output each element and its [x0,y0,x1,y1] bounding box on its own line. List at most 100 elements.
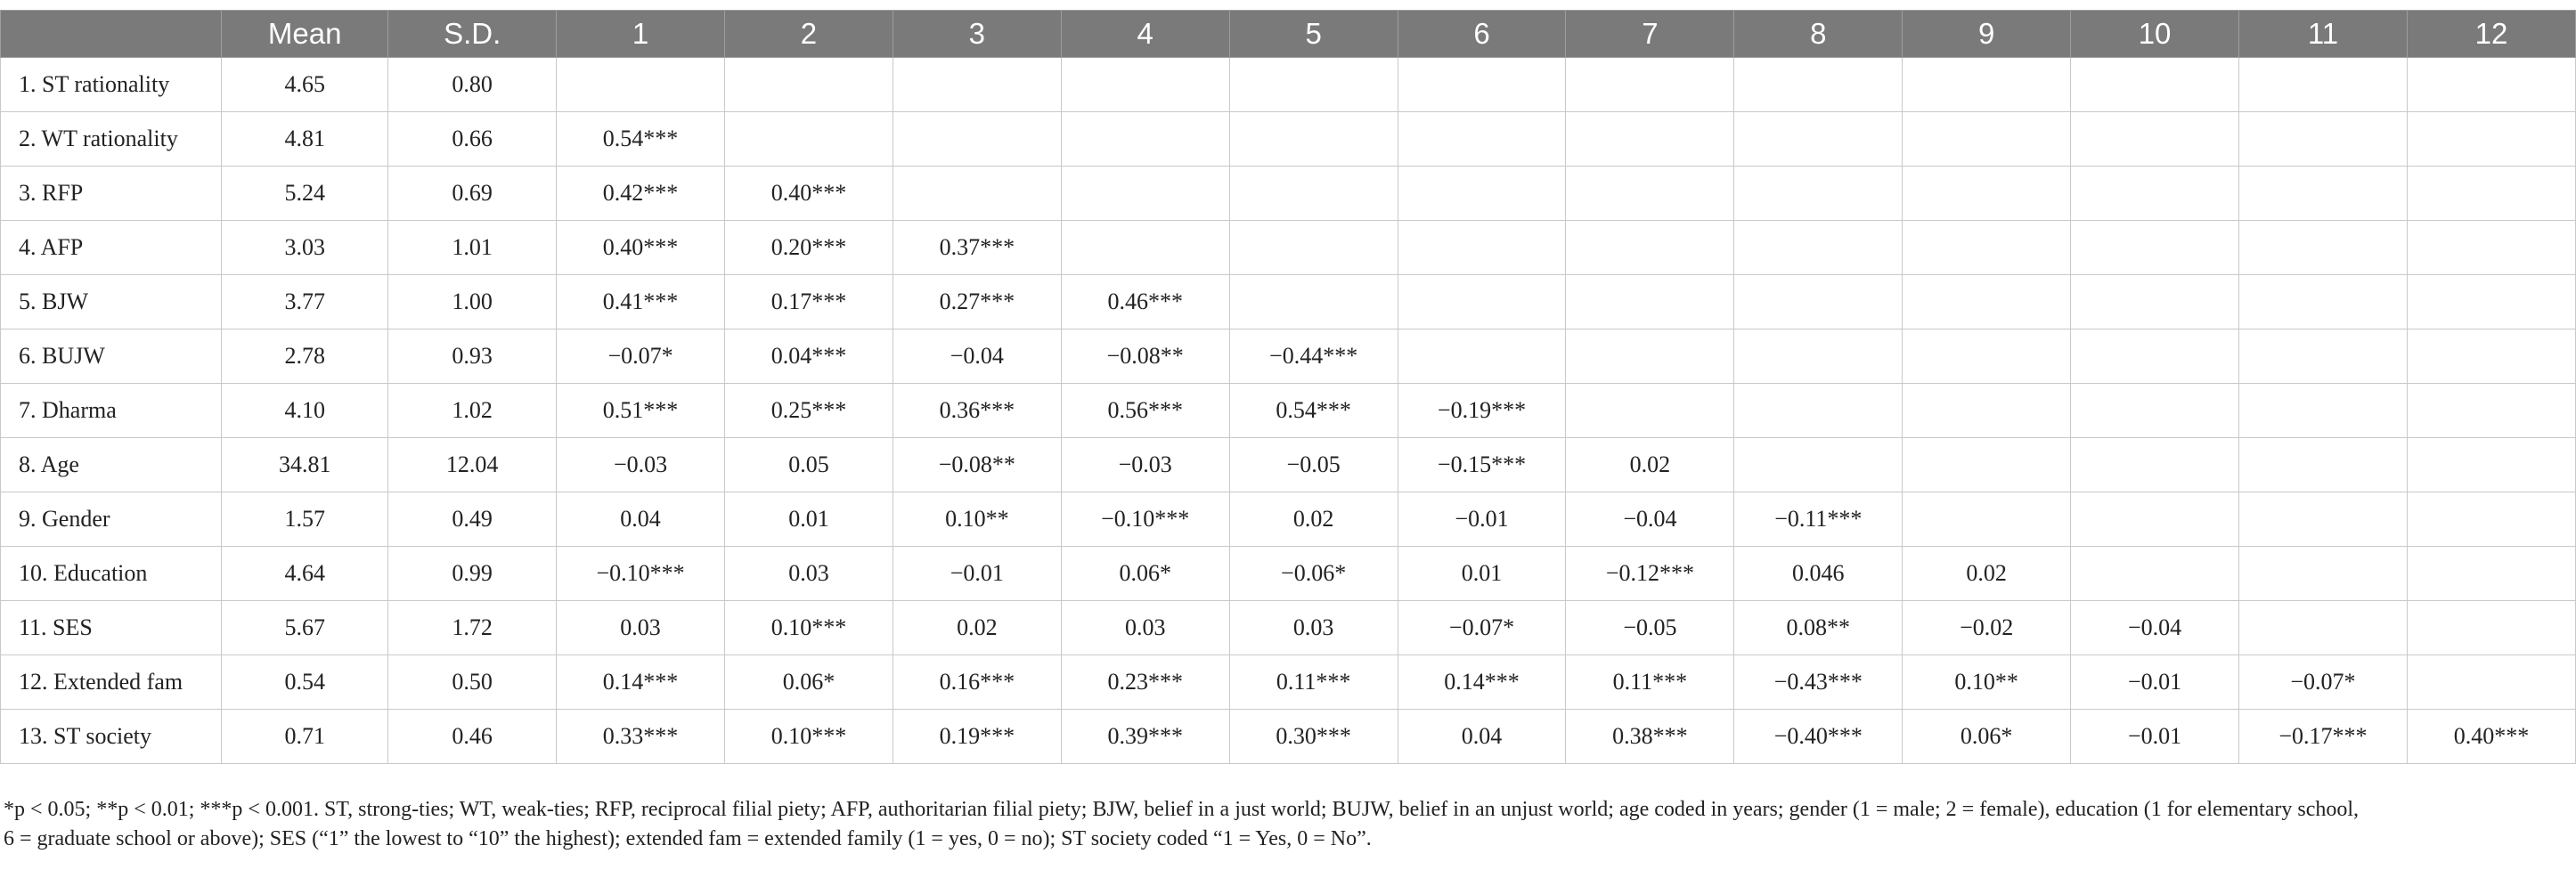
correlation-cell [2238,383,2408,438]
sd-cell: 0.66 [387,111,558,167]
correlation-cell [2406,274,2576,329]
correlation-cell [1733,166,1903,221]
table-body: 1. ST rationality 4.65 0.80 2. WT rationali… [0,57,2576,764]
correlation-cell [1565,329,1735,384]
correlation-cell [892,57,1062,112]
correlation-cell: −0.08** [1060,329,1230,384]
correlation-cell [1060,111,1230,167]
header-cell-variable [0,10,223,58]
sd-cell: 0.69 [387,166,558,221]
correlation-cell: −0.04 [2070,600,2240,655]
correlation-cell [1902,437,2072,492]
correlation-cell [1733,329,1903,384]
correlation-cell [2238,600,2408,655]
correlation-cell [1228,166,1398,221]
correlation-cell: −0.08** [892,437,1062,492]
header-cell-1: 1 [556,10,725,58]
correlation-cell: −0.04 [892,329,1062,384]
correlation-cell [2406,437,2576,492]
correlation-cell: 0.37*** [892,220,1062,275]
correlation-cell: 0.03 [1228,600,1398,655]
correlation-cell: 0.10*** [724,600,893,655]
table-row: 8. Age 34.81 12.04 −0.03 0.05 −0.08** −0.03 −0.… [0,437,2576,492]
correlation-cell [1397,57,1567,112]
correlation-cell: 0.23*** [1060,655,1230,710]
correlation-cell: −0.07* [556,329,725,384]
correlation-cell: 0.11*** [1565,655,1735,710]
sd-cell: 12.04 [387,437,558,492]
correlation-cell [2406,220,2576,275]
correlation-cell: 0.38*** [1565,709,1735,764]
variable-label: 2. WT rationality [0,111,223,167]
correlation-cell [1060,166,1230,221]
sd-cell: 0.46 [387,709,558,764]
table-header-row: Mean S.D. 1 2 3 4 5 6 7 8 9 10 11 12 [0,10,2576,58]
correlation-cell [1228,111,1398,167]
correlation-cell: −0.07* [2238,655,2408,710]
mean-cell: 2.78 [221,329,389,384]
mean-cell: 5.67 [221,600,389,655]
sd-cell: 0.80 [387,57,558,112]
variable-label: 4. AFP [0,220,223,275]
header-cell-2: 2 [724,10,893,58]
correlation-cell [1902,57,2072,112]
correlation-cell [1733,57,1903,112]
correlation-cell: 0.01 [1397,546,1567,601]
correlation-cell: 0.03 [1060,600,1230,655]
header-cell-9: 9 [1902,10,2072,58]
correlation-cell: 0.42*** [556,166,725,221]
header-cell-sd: S.D. [387,10,558,58]
correlation-cell: −0.03 [1060,437,1230,492]
variable-label: 10. Education [0,546,223,601]
correlation-cell [1902,111,2072,167]
variable-label: 1. ST rationality [0,57,223,112]
correlation-cell [2070,492,2240,547]
correlation-cell: −0.10*** [556,546,725,601]
correlation-cell [1565,166,1735,221]
header-cell-5: 5 [1228,10,1398,58]
sd-cell: 0.50 [387,655,558,710]
correlation-cell [2406,57,2576,112]
header-cell-6: 6 [1397,10,1567,58]
correlation-cell: −0.06* [1228,546,1398,601]
correlation-cell: 0.04*** [724,329,893,384]
correlation-cell: −0.04 [1565,492,1735,547]
correlation-cell: 0.40*** [724,166,893,221]
correlation-cell: 0.02 [1565,437,1735,492]
correlation-cell: 0.02 [1228,492,1398,547]
correlation-cell: 0.27*** [892,274,1062,329]
correlation-cell: 0.40*** [556,220,725,275]
correlation-cell [1397,274,1567,329]
sd-cell: 1.01 [387,220,558,275]
correlation-cell [2070,166,2240,221]
correlation-cell [1397,166,1567,221]
correlation-cell: −0.12*** [1565,546,1735,601]
correlation-cell: −0.07* [1397,600,1567,655]
correlation-cell [1733,111,1903,167]
correlation-cell [2406,383,2576,438]
correlation-cell [1902,383,2072,438]
correlation-cell: 0.02 [1902,546,2072,601]
correlation-cell [1902,492,2072,547]
correlation-cell [2406,600,2576,655]
correlation-cell: 0.046 [1733,546,1903,601]
correlation-cell [2238,437,2408,492]
correlation-cell [2070,220,2240,275]
correlation-cell [1565,111,1735,167]
header-cell-mean: Mean [221,10,389,58]
correlation-cell [2406,329,2576,384]
correlation-cell: 0.08** [1733,600,1903,655]
correlation-cell [1565,383,1735,438]
header-cell-3: 3 [892,10,1062,58]
correlation-cell: 0.36*** [892,383,1062,438]
correlation-cell: 0.10** [892,492,1062,547]
correlation-cell [724,57,893,112]
correlation-cell [2238,111,2408,167]
correlation-cell [1397,220,1567,275]
table-row: 4. AFP 3.03 1.01 0.40*** 0.20*** 0.37*** [0,220,2576,275]
correlation-cell: 0.06* [1902,709,2072,764]
variable-label: 6. BUJW [0,329,223,384]
correlation-cell [1733,383,1903,438]
correlation-cell [1733,220,1903,275]
